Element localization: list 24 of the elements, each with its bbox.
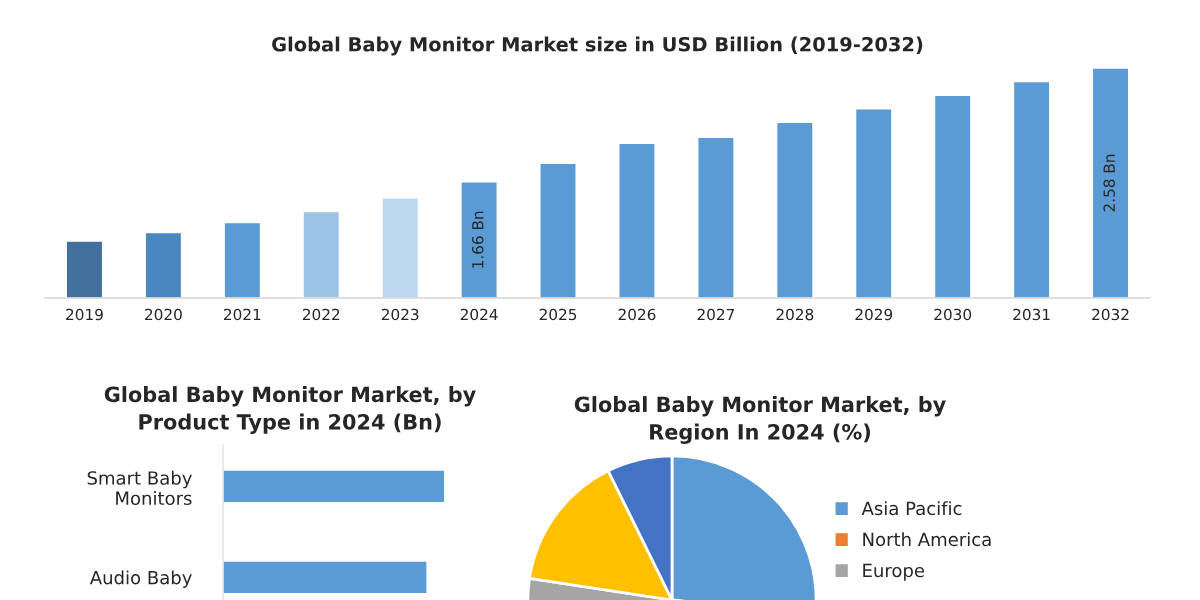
chart-title: Global Baby Monitor Market size in USD Billion (2019-2032) <box>272 36 923 56</box>
legend-label: North America <box>863 532 991 547</box>
x-tick-label: 2021 <box>224 308 261 321</box>
x-tick-label: 2025 <box>539 308 577 321</box>
data-label: 1.66 Bn <box>471 211 484 268</box>
x-tick-label: 2026 <box>618 308 656 321</box>
x-tick-label: 2019 <box>66 308 103 321</box>
x-tick-label: 2030 <box>934 308 972 321</box>
x-tick-label: 2031 <box>1013 308 1050 321</box>
x-tick-label: 2023 <box>381 308 419 321</box>
x-tick-label: 2032 <box>1092 308 1129 321</box>
x-tick-label: 2029 <box>855 308 893 321</box>
y-tick-label: Audio Baby <box>89 570 192 588</box>
data-label: 2.58 Bn <box>1103 154 1115 212</box>
x-tick-label: 2024 <box>460 308 498 321</box>
legend-label: Europe <box>863 563 925 581</box>
x-tick-label: 2028 <box>776 308 814 321</box>
legend-label: Asia Pacific <box>861 501 962 516</box>
x-tick-label: 2020 <box>145 308 182 321</box>
x-tick-label: 2022 <box>302 308 340 321</box>
x-tick-label: 2027 <box>697 308 735 321</box>
chart-title: Global Baby Monitor Market, by Product Type in 2024 (Bn) <box>104 386 476 434</box>
y-tick-label: Smart Baby Monitors <box>87 470 192 506</box>
chart-title: Global Baby Monitor Market, by Region In 2024 (%) <box>574 396 946 444</box>
